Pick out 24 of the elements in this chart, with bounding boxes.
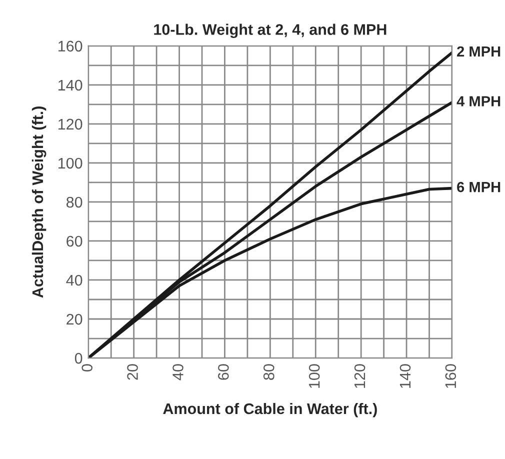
x-tick-label: 20 (127, 364, 138, 380)
x-tick-label: 100 (308, 364, 320, 388)
y-axis-title: ActualDepth of Weight (ft.) (32, 106, 46, 298)
series-label: 4 MPH (456, 96, 500, 106)
x-tick-label: 160 (445, 364, 456, 388)
y-tick-label: 20 (66, 314, 82, 325)
x-tick-label: 120 (354, 364, 366, 388)
y-tick-label: 100 (58, 158, 82, 169)
x-tick-label: 60 (218, 364, 229, 380)
y-tick-label: 0 (74, 352, 82, 364)
y-tick-label: 80 (66, 196, 82, 208)
x-tick-label: 140 (400, 364, 411, 388)
x-axis-title: Amount of Cable in Water (ft.) (163, 402, 377, 418)
x-tick-label: 80 (263, 364, 274, 380)
y-tick-label: 120 (58, 118, 82, 130)
y-tick-label: 140 (58, 80, 82, 91)
y-tick-label: 40 (66, 274, 82, 286)
y-tick-label: 60 (66, 236, 82, 247)
series-label: 2 MPH (457, 46, 500, 56)
x-tick-label: 0 (82, 364, 92, 372)
chart-title: 10-Lb. Weight at 2, 4, and 6 MPH (154, 24, 386, 38)
x-tick-label: 40 (172, 364, 184, 380)
y-tick-label: 160 (58, 40, 82, 52)
series-label: 6 MPH (457, 182, 500, 192)
